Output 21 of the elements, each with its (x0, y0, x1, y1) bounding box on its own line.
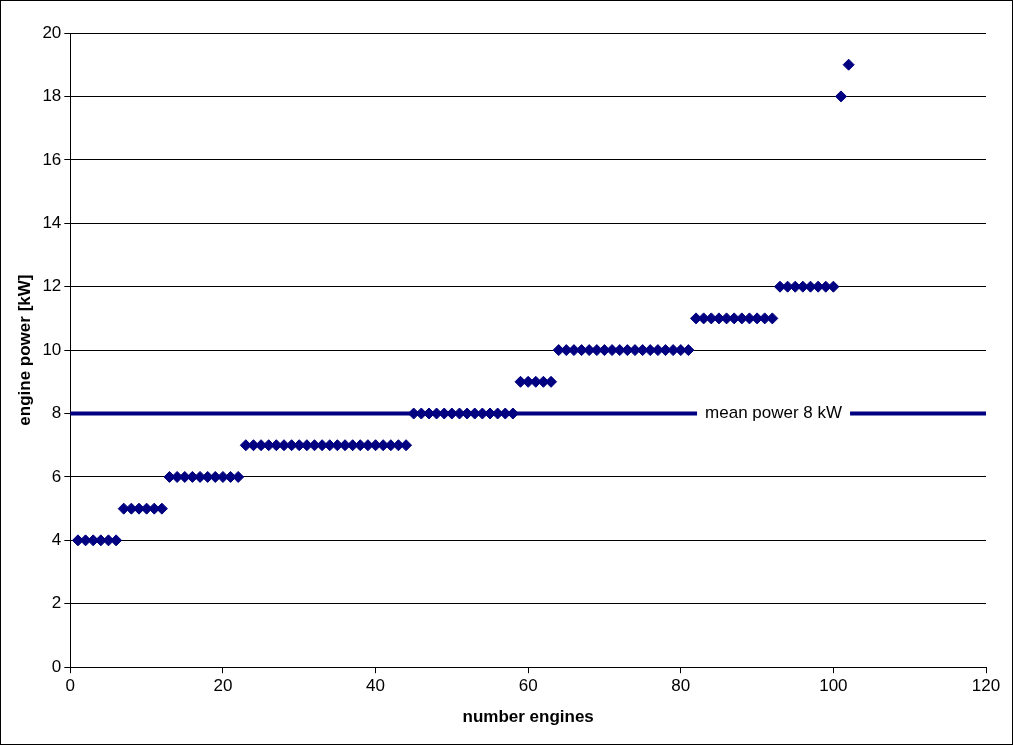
x-tick-label: 0 (65, 676, 76, 696)
x-tick-label: 80 (671, 676, 691, 696)
x-tick-label: 40 (366, 676, 385, 696)
y-tick-label: 2 (51, 593, 62, 613)
x-tick-label: 120 (971, 676, 1001, 696)
y-tick-label: 0 (51, 656, 62, 676)
y-tick-label: 14 (42, 212, 62, 232)
x-tick-label: 20 (213, 676, 233, 696)
ref-line-label: mean power 8 kW (705, 403, 843, 423)
y-tick-label: 4 (51, 530, 62, 550)
y-tick-label: 8 (51, 403, 62, 423)
x-tick-label: 100 (819, 676, 848, 696)
y-axis-title: engine power [kW] (14, 274, 34, 426)
y-tick-label: 10 (42, 339, 62, 359)
x-axis-title: number engines (462, 707, 594, 727)
y-tick-label: 12 (42, 276, 62, 296)
y-tick-label: 18 (42, 86, 62, 106)
y-tick-label: 6 (51, 466, 62, 486)
y-tick-label: 20 (42, 22, 62, 42)
y-tick-label: 16 (42, 149, 62, 169)
x-tick-label: 60 (518, 676, 538, 696)
